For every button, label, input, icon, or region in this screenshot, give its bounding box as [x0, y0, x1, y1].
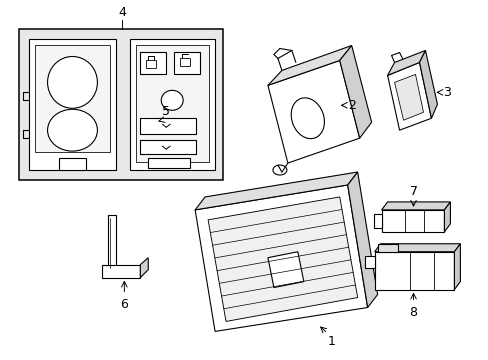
Text: 5: 5 [162, 105, 170, 118]
Polygon shape [267, 252, 303, 288]
Polygon shape [444, 202, 449, 232]
Text: 2: 2 [347, 99, 355, 112]
Bar [148, 158, 190, 168]
Polygon shape [453, 244, 459, 289]
Bar [140, 118, 196, 134]
Polygon shape [377, 244, 397, 252]
Text: 6: 6 [120, 298, 128, 311]
Ellipse shape [47, 109, 97, 151]
Polygon shape [419, 50, 437, 118]
Polygon shape [140, 258, 148, 278]
Bar [146, 60, 156, 68]
Bar [180, 58, 190, 67]
Bar [136, 45, 209, 162]
Bar [19, 28, 223, 180]
Polygon shape [208, 197, 357, 321]
Polygon shape [339, 45, 371, 138]
Polygon shape [394, 75, 423, 120]
Ellipse shape [161, 90, 183, 110]
Polygon shape [267, 45, 351, 85]
Text: 8: 8 [408, 306, 417, 319]
Polygon shape [195, 172, 357, 210]
Text: 7: 7 [408, 185, 417, 198]
Polygon shape [364, 256, 374, 268]
Polygon shape [108, 215, 116, 270]
Polygon shape [102, 265, 140, 278]
Text: 1: 1 [327, 336, 335, 348]
Polygon shape [267, 60, 359, 163]
Ellipse shape [141, 111, 169, 145]
Bar [130, 39, 215, 170]
Polygon shape [381, 210, 444, 232]
Ellipse shape [291, 98, 324, 139]
Polygon shape [195, 185, 367, 332]
Bar [59, 158, 86, 170]
Text: 4: 4 [118, 6, 126, 19]
Polygon shape [347, 172, 377, 307]
Text: 3: 3 [443, 86, 450, 99]
Ellipse shape [47, 57, 97, 108]
Bar [174, 53, 200, 75]
Ellipse shape [272, 165, 286, 175]
Bar [29, 39, 116, 170]
Bar [35, 45, 110, 152]
Polygon shape [387, 50, 425, 75]
Polygon shape [374, 244, 459, 252]
Bar [140, 53, 166, 75]
Polygon shape [381, 202, 449, 210]
Polygon shape [373, 214, 381, 228]
Polygon shape [387, 62, 430, 130]
Bar [140, 140, 196, 154]
Polygon shape [374, 252, 453, 289]
